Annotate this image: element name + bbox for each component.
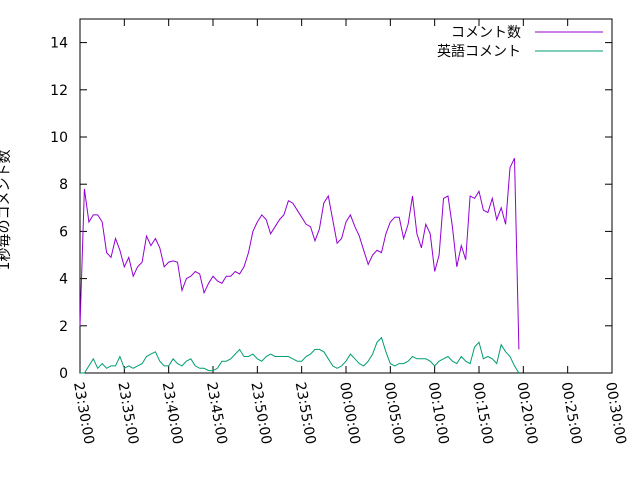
x-tick-label: 00:10:00 [425,381,452,446]
x-tick-label: 00:30:00 [602,381,629,446]
x-tick-label: 23:30:00 [70,381,97,446]
y-tick-label: 0 [59,366,68,382]
y-tick-label: 2 [59,319,68,335]
y-tick-label: 4 [59,272,68,288]
x-tick-label: 00:25:00 [558,381,585,446]
series-line-2 [80,336,520,374]
x-tick-label: 00:20:00 [513,381,540,446]
y-tick-label: 10 [50,130,68,146]
x-tick-label: 23:55:00 [292,381,319,446]
x-tick-label: 23:40:00 [159,381,186,446]
series-line-1 [79,157,520,350]
y-axis-label-text: 1秒毎のコメント数 [0,149,13,271]
legend-label-1: コメント数 [451,25,521,41]
plot-frame [79,18,613,374]
x-tick-label: 00:15:00 [469,381,496,446]
x-axis: 23:30:00 23:35:00 23:40:00 23:45:00 23:50:00… [70,19,629,446]
x-tick-label: 23:35:00 [114,381,141,446]
y-axis: 0 2 4 6 8 10 12 14 [50,36,612,382]
legend-label-2: 英語コメント [437,43,521,60]
y-tick-label: 14 [50,36,68,52]
series-group [79,157,520,374]
y-tick-label: 6 [59,224,68,240]
y-tick-label: 8 [59,177,68,193]
x-tick-label: 00:05:00 [380,381,407,446]
y-tick-label: 12 [50,83,68,99]
x-tick-label: 23:50:00 [247,381,274,446]
x-tick-label: 00:00:00 [336,381,363,446]
x-tick-label: 23:45:00 [203,381,230,446]
